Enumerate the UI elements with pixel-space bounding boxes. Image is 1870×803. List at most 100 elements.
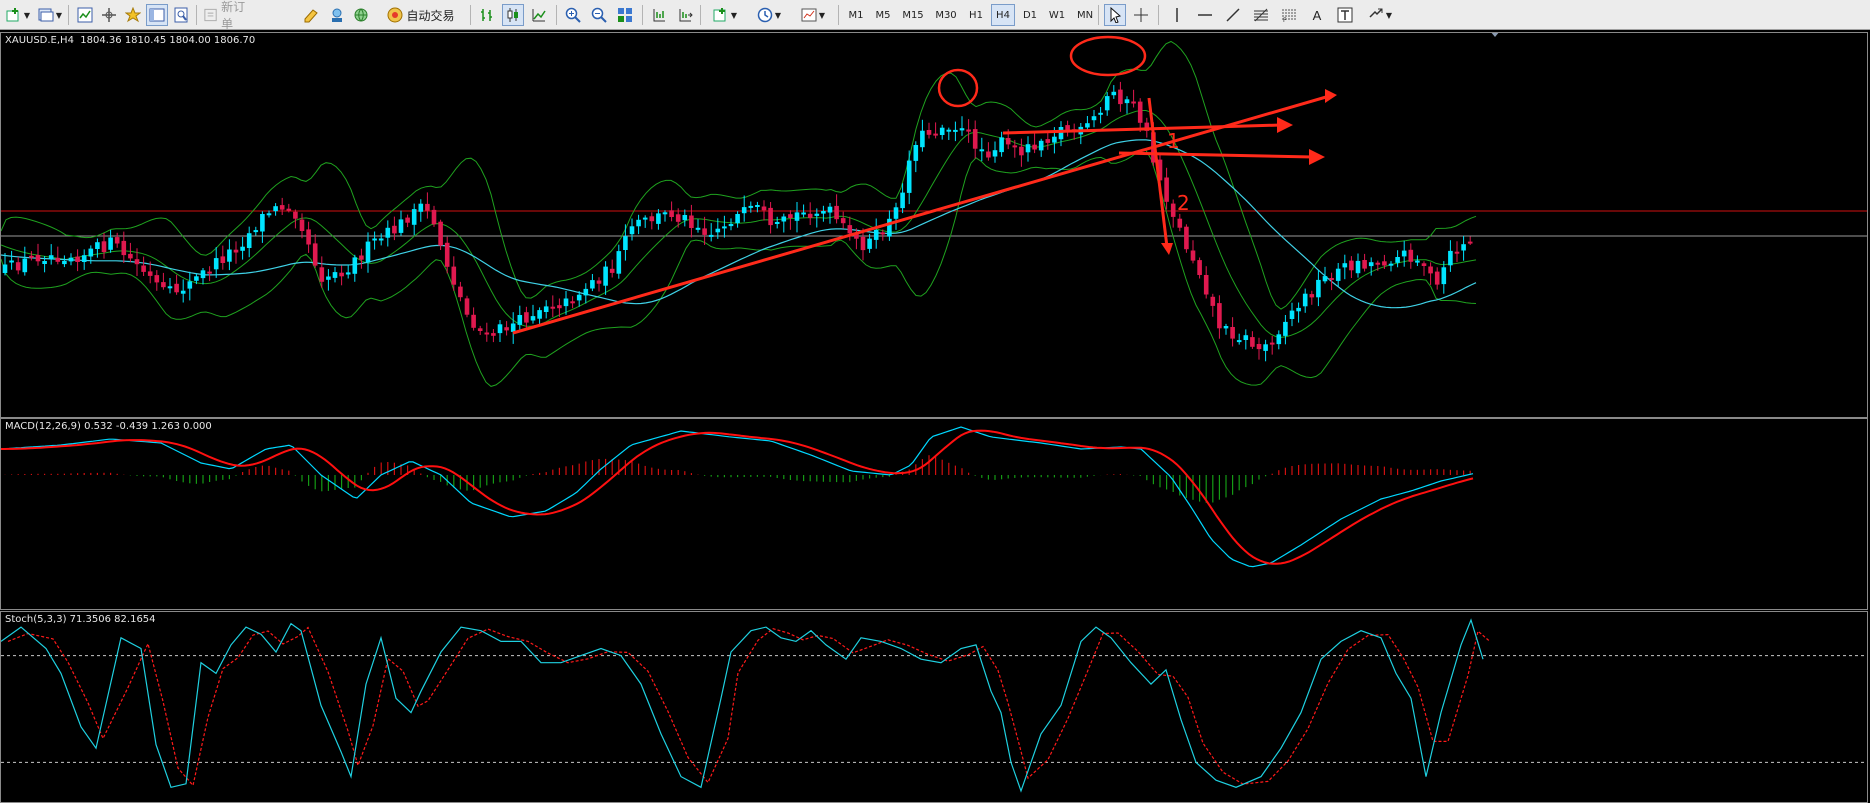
arrows-tool-button[interactable]: ▼	[1362, 4, 1398, 26]
moving-average-line	[1, 139, 1477, 309]
text-tool-label: A	[1312, 7, 1322, 23]
candle-body	[240, 246, 245, 251]
terminal-button[interactable]	[146, 4, 168, 26]
timeframe-w1-button[interactable]: W1	[1048, 9, 1066, 21]
line-chart-button[interactable]	[528, 4, 550, 26]
options-button[interactable]	[350, 4, 372, 26]
candlestick	[1289, 302, 1295, 327]
navigator-button[interactable]	[122, 4, 144, 26]
market-watch-button[interactable]	[74, 4, 96, 26]
candle-body	[755, 205, 760, 207]
candle-body	[48, 255, 54, 260]
candlestick	[1269, 336, 1275, 355]
new-order-button[interactable]: 新订单	[202, 0, 256, 31]
macd-signal-line	[1, 429, 1474, 565]
candle-body	[1342, 263, 1348, 268]
candlestick	[887, 210, 892, 241]
candlestick	[22, 246, 28, 276]
signals-button[interactable]	[326, 4, 348, 26]
toolbar-separator	[1098, 5, 1099, 25]
candlestick	[167, 278, 173, 294]
horizontal-line-tool-button[interactable]	[1194, 4, 1216, 26]
candlestick	[1316, 269, 1321, 307]
vertical-line-icon	[1176, 8, 1178, 22]
timeframe-d1-button[interactable]: D1	[1022, 9, 1038, 21]
tile-windows-button[interactable]	[614, 4, 636, 26]
templates-button[interactable]: ▼	[794, 4, 832, 26]
candlestick	[180, 279, 186, 303]
candlestick	[926, 122, 932, 139]
crosshair-tool-button[interactable]	[1130, 4, 1152, 26]
zoom-out-button[interactable]	[588, 4, 610, 26]
candlestick	[1368, 257, 1374, 276]
periods-button[interactable]: ▼	[750, 4, 788, 26]
candle-body	[1065, 125, 1070, 132]
candlestick	[695, 219, 701, 233]
candlestick	[873, 218, 879, 249]
candle-body	[834, 205, 839, 220]
autoscroll-button[interactable]	[674, 4, 696, 26]
candle-body	[1401, 250, 1407, 257]
channel-icon	[1254, 8, 1268, 22]
candle-body	[517, 315, 523, 325]
fibonacci-tool-button[interactable]: F	[1278, 4, 1300, 26]
data-window-button[interactable]	[98, 4, 120, 26]
candle-body	[194, 276, 199, 281]
candlestick	[1118, 81, 1123, 112]
candlestick	[1131, 89, 1136, 108]
candle-body	[616, 251, 622, 274]
candlestick	[590, 274, 595, 292]
globe-icon	[354, 8, 368, 22]
candle-body	[774, 222, 780, 224]
candlestick	[194, 273, 199, 285]
profiles-button[interactable]: ▼	[36, 4, 64, 26]
timeframe-mn-button[interactable]: MN	[1076, 9, 1094, 21]
timeframe-m30-button[interactable]: M30	[935, 9, 957, 21]
candle-body	[220, 256, 226, 263]
zoom-in-button[interactable]	[562, 4, 584, 26]
timeframe-m15-button[interactable]: M15	[902, 9, 924, 21]
candle-body	[425, 203, 430, 211]
candlestick	[1388, 261, 1394, 272]
stochastic-pane[interactable]: Stoch(5,3,3) 71.3506 82.1654	[0, 611, 1868, 803]
candlestick	[128, 242, 133, 263]
vertical-line-tool-button[interactable]	[1166, 4, 1188, 26]
text-tool-button[interactable]: A	[1306, 4, 1328, 26]
metaeditor-button[interactable]	[300, 4, 322, 26]
timeframe-h1-button[interactable]: H1	[969, 9, 983, 21]
candlestick	[266, 210, 272, 218]
auto-trading-button[interactable]: 自动交易	[378, 4, 464, 26]
macd-pane[interactable]: MACD(12,26,9) 0.532 -0.439 1.263 0.000	[0, 418, 1868, 610]
candlestick	[972, 120, 978, 159]
timeframe-m5-button[interactable]: M5	[875, 9, 891, 21]
candle-body	[411, 209, 417, 225]
candle-body	[88, 248, 94, 257]
candlestick	[200, 268, 206, 285]
chart-shift-button[interactable]	[648, 4, 670, 26]
indicators-button[interactable]: ▼	[706, 4, 744, 26]
candle-body	[735, 214, 740, 224]
candlestick-button[interactable]	[502, 4, 524, 26]
stochastic-main-line	[1, 618, 1484, 793]
trendline-tool-button[interactable]	[1222, 4, 1244, 26]
price-chart-pane[interactable]: XAUUSD.E,H4 1804.36 1810.45 1804.00 1806…	[0, 32, 1868, 418]
channel-tool-button[interactable]	[1250, 4, 1272, 26]
text-label-icon	[1337, 7, 1353, 23]
candle-body	[1250, 337, 1255, 347]
timeframe-h4-button[interactable]: H4	[991, 4, 1015, 26]
candle-body	[1382, 261, 1387, 266]
candlestick	[563, 291, 569, 315]
bar-chart-button[interactable]	[476, 4, 498, 26]
candlestick	[827, 203, 833, 224]
candlestick	[35, 243, 41, 266]
cursor-tool-button[interactable]	[1104, 4, 1126, 26]
timeframe-m1-button[interactable]: M1	[848, 9, 864, 21]
candlestick	[1415, 255, 1420, 266]
candle-body	[1098, 112, 1103, 115]
new-chart-button[interactable]: ▼	[4, 4, 32, 26]
candle-body	[900, 192, 905, 209]
text-label-tool-button[interactable]	[1334, 4, 1356, 26]
candlestick	[279, 197, 285, 215]
chevron-down-icon: ▼	[774, 10, 782, 20]
strategy-tester-button[interactable]	[170, 4, 192, 26]
